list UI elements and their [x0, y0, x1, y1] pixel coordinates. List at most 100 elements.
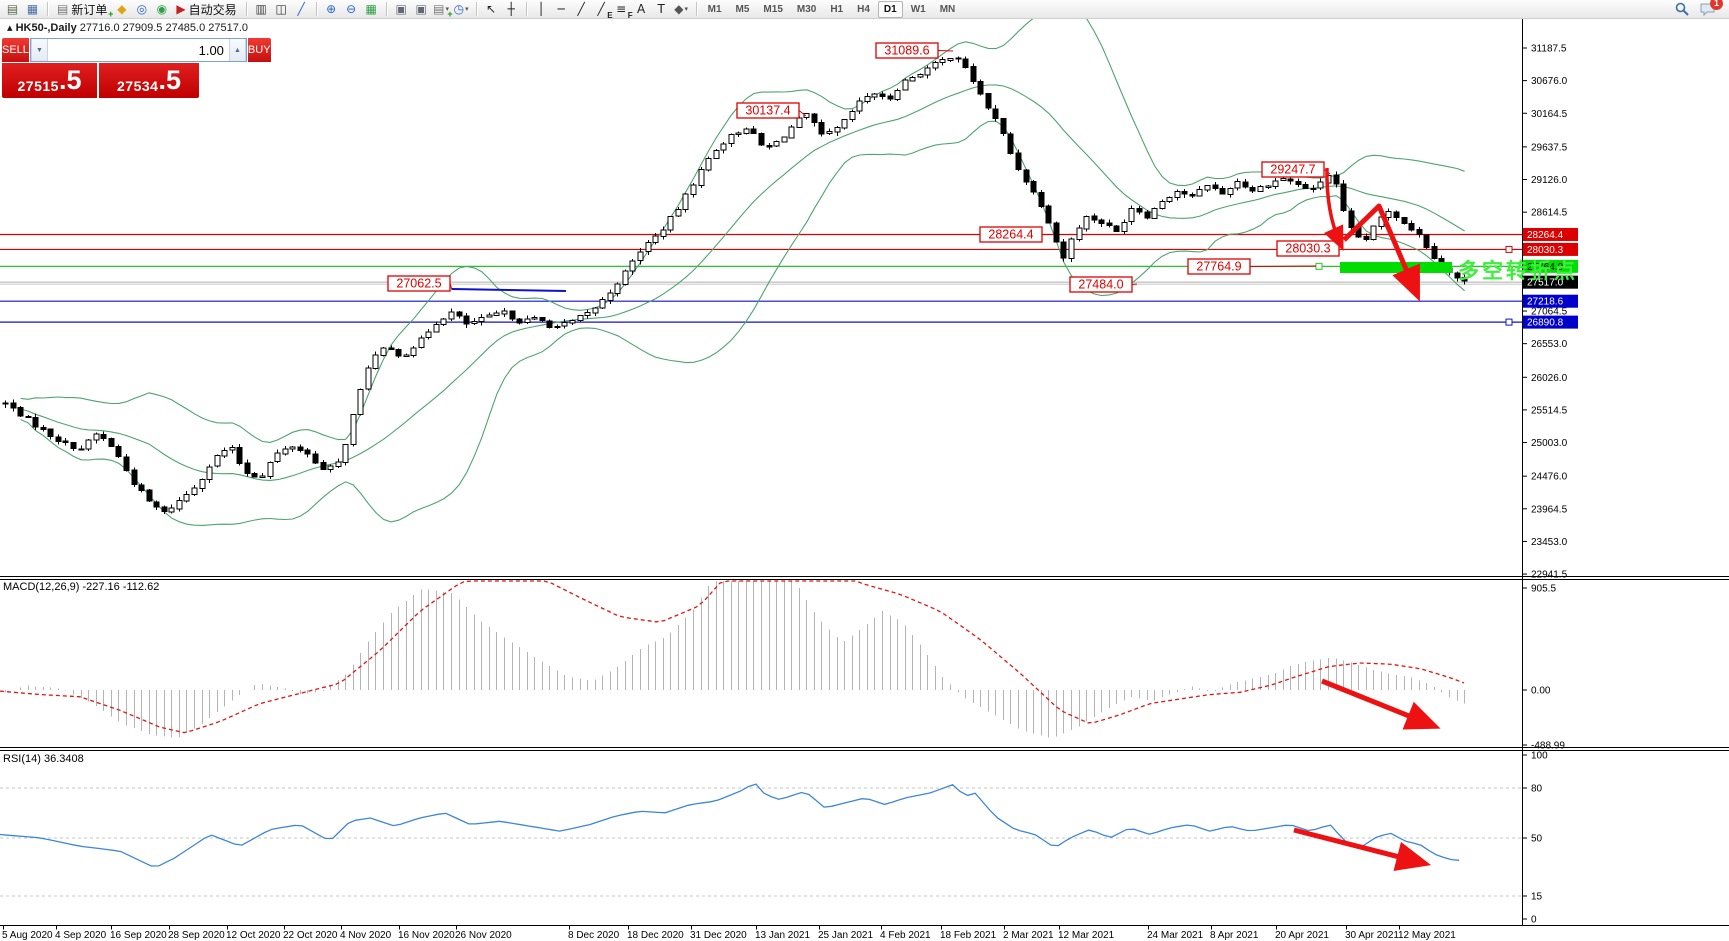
price-callout-31089.6[interactable]: 31089.6 [875, 42, 954, 59]
timeframe-w1[interactable]: W1 [910, 3, 926, 15]
candle-body [199, 478, 206, 489]
candle-body [728, 134, 735, 144]
date-label: 24 Mar 2021 [1147, 930, 1204, 941]
timeframe-m5[interactable]: M5 [735, 3, 750, 15]
candle-body [1408, 222, 1415, 231]
price-tick-label: 27064.5 [1531, 307, 1568, 318]
search-icon[interactable] [1672, 1, 1691, 17]
text-label-icon[interactable]: T [652, 1, 671, 17]
line-handle[interactable] [1315, 262, 1323, 270]
turning-point-highlight[interactable] [1340, 262, 1452, 273]
candle-body [191, 487, 198, 495]
bollinger-lower-band[interactable] [20, 120, 1465, 526]
timeframe-mn[interactable]: MN [939, 3, 956, 15]
mql-community-icon[interactable]: ◎ [132, 1, 151, 17]
new-chart-icon[interactable]: ▤ [3, 1, 22, 17]
buy-price[interactable]: 27534.5 [99, 63, 199, 98]
macd-arrow[interactable] [1321, 678, 1441, 730]
bollinger-upper-band[interactable] [20, 0, 1465, 443]
vertical-line-icon[interactable]: │ [532, 1, 551, 17]
horizontal-line-icon[interactable]: ─ [552, 1, 571, 17]
line-handle[interactable] [1505, 318, 1513, 326]
notifications-icon[interactable]: 1 [1698, 0, 1723, 17]
toolbar-separator [385, 2, 387, 16]
rsi-indicator-label: RSI(14) 36.3408 [3, 753, 84, 765]
price-callout-27484.0[interactable]: 27484.0 [1069, 276, 1138, 293]
candle-body [1340, 183, 1347, 212]
candle-body [796, 117, 803, 128]
equidistant-channel-icon[interactable]: ╱ E [597, 1, 613, 21]
text-icon[interactable]: A [632, 1, 651, 17]
price-callout-27062.5[interactable]: 27062.5 [387, 275, 453, 292]
candle-body [720, 143, 727, 151]
candle-body [1083, 216, 1090, 230]
candle-body [947, 58, 954, 61]
candle-body [788, 126, 795, 139]
timeframe-d1[interactable]: D1 [877, 0, 903, 18]
bar-chart-icon[interactable]: ▥ [252, 1, 271, 17]
rsi-line[interactable] [0, 783, 1460, 867]
autotrade-button[interactable]: ▶ 自动交易 [172, 1, 240, 17]
gold-icon[interactable]: ◆ [112, 1, 131, 17]
symbol-marker-icon: ▴ [7, 22, 13, 34]
buy-button[interactable]: BUY [247, 38, 271, 62]
candle-body [652, 235, 659, 244]
date-label: 25 Jan 2021 [818, 930, 873, 941]
price-callout-29247.7[interactable]: 29247.7 [1261, 161, 1331, 178]
volume-increase-button[interactable]: ▲ [228, 39, 246, 61]
bollinger-middle-band[interactable] [20, 84, 1465, 481]
arrange-windows-icon[interactable]: ▣ [412, 1, 431, 17]
line-handle[interactable] [1505, 245, 1513, 253]
price-arrow-down-1[interactable] [1323, 167, 1344, 251]
rsi-arrow[interactable] [1293, 827, 1432, 871]
chart-profiles-icon[interactable]: ▦ [23, 1, 42, 17]
zoom-in-icon[interactable]: ⊕ [322, 1, 341, 17]
trendline-icon[interactable]: ╱ [572, 1, 591, 17]
macd-signal-line[interactable] [0, 580, 1465, 734]
date-label: 18 Dec 2020 [627, 930, 684, 941]
cascade-windows-icon[interactable]: ▣ [392, 1, 411, 17]
timeframe-m30[interactable]: M30 [796, 3, 817, 15]
line-chart-icon[interactable]: ╱ [292, 1, 311, 17]
price-callout-28264.4[interactable]: 28264.4 [979, 226, 1043, 243]
candle-body [592, 307, 599, 314]
candle-body [176, 500, 183, 510]
sell-price[interactable]: 27515.5 [2, 63, 97, 98]
date-label: 13 Jan 2021 [755, 930, 810, 941]
sell-button[interactable]: SELL [2, 38, 29, 62]
date-label: 8 Apr 2021 [1210, 930, 1259, 941]
rsi-tick-label: 80 [1531, 784, 1543, 795]
candle-body [660, 229, 667, 237]
signals-icon[interactable]: ◉ [152, 1, 171, 17]
candle-body [645, 242, 652, 253]
period-menu-icon[interactable]: ◷ ▾ [453, 1, 469, 16]
cursor-icon[interactable]: ↖ [482, 1, 501, 17]
volume-decrease-button[interactable]: ▼ [30, 39, 48, 61]
timeframe-h1[interactable]: H1 [830, 3, 844, 15]
candle-body [471, 321, 478, 325]
candle-body [750, 128, 757, 135]
volume-input[interactable] [47, 39, 229, 61]
price-callout-30137.4[interactable]: 30137.4 [736, 102, 807, 119]
tile-windows-icon[interactable]: ▦ [362, 1, 381, 17]
candle-body [388, 347, 395, 350]
shapes-icon[interactable]: ◆ ▾ [674, 1, 688, 16]
new-order-button[interactable]: ▤ + 新订单 [57, 1, 114, 20]
fibonacci-icon[interactable]: ≡ F [616, 1, 633, 21]
price-arrow-zigzag[interactable] [1342, 203, 1420, 302]
add-indicator-icon[interactable]: ▤ + ▾ [433, 1, 453, 20]
trendline-segment[interactable] [451, 288, 567, 292]
timeframe-m15[interactable]: M15 [763, 3, 783, 15]
zoom-out-icon[interactable]: ⊖ [342, 1, 361, 17]
candle-body [1128, 207, 1135, 223]
autotrade-button: ▶ [176, 1, 186, 16]
candle-body [705, 158, 712, 171]
candlestick-chart-icon[interactable]: ◫ [272, 1, 291, 17]
timeframe-m1[interactable]: M1 [707, 3, 722, 15]
new-order-button: ▤ [57, 1, 69, 16]
price-callout-27764.9[interactable]: 27764.9 [1187, 258, 1317, 275]
price-callout-28030.3[interactable]: 28030.3 [1276, 240, 1340, 257]
crosshair-icon[interactable]: ┼ [502, 1, 521, 17]
timeframe-h4[interactable]: H4 [857, 3, 870, 15]
